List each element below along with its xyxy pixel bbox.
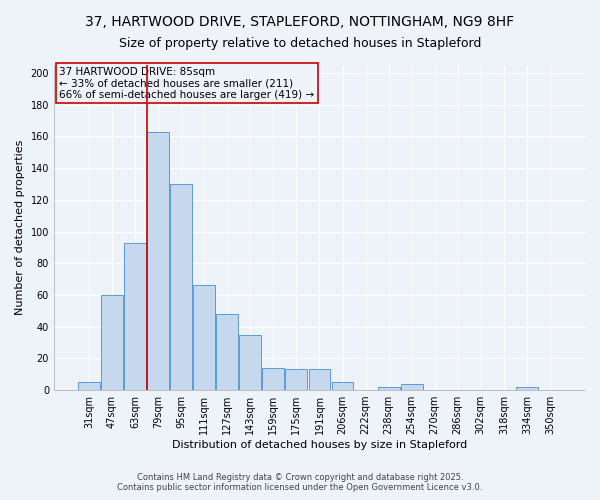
Bar — [401, 384, 422, 390]
Bar — [516, 387, 538, 390]
Bar — [124, 242, 146, 390]
X-axis label: Distribution of detached houses by size in Stapleford: Distribution of detached houses by size … — [172, 440, 467, 450]
Bar — [193, 286, 215, 390]
Text: 37 HARTWOOD DRIVE: 85sqm
← 33% of detached houses are smaller (211)
66% of semi-: 37 HARTWOOD DRIVE: 85sqm ← 33% of detach… — [59, 66, 314, 100]
Bar — [147, 132, 169, 390]
Bar — [286, 370, 307, 390]
Bar — [377, 387, 400, 390]
Bar — [308, 370, 331, 390]
Text: 37, HARTWOOD DRIVE, STAPLEFORD, NOTTINGHAM, NG9 8HF: 37, HARTWOOD DRIVE, STAPLEFORD, NOTTINGH… — [85, 15, 515, 29]
Bar — [78, 382, 100, 390]
Bar — [332, 382, 353, 390]
Bar — [262, 368, 284, 390]
Text: Size of property relative to detached houses in Stapleford: Size of property relative to detached ho… — [119, 38, 481, 51]
Bar — [170, 184, 192, 390]
Y-axis label: Number of detached properties: Number of detached properties — [15, 140, 25, 315]
Bar — [217, 314, 238, 390]
Text: Contains HM Land Registry data © Crown copyright and database right 2025.
Contai: Contains HM Land Registry data © Crown c… — [118, 473, 482, 492]
Bar — [101, 295, 123, 390]
Bar — [239, 334, 261, 390]
